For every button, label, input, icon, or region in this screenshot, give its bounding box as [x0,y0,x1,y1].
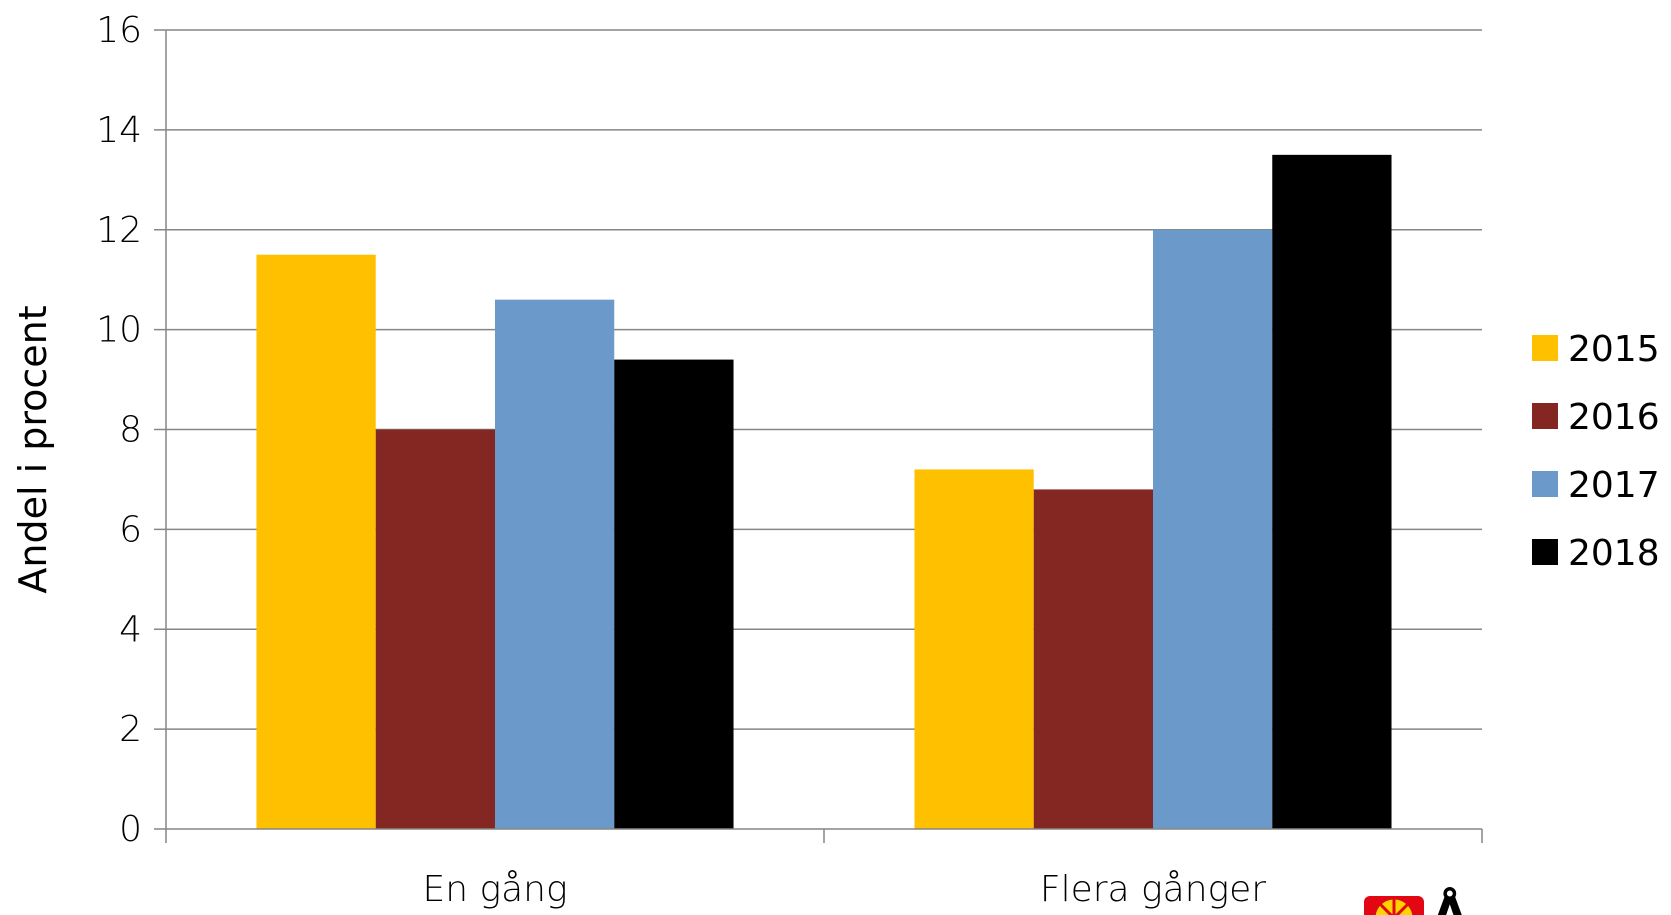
logo: Å [1364,887,1468,915]
bar-2015 [256,254,376,829]
legend-swatch-2015 [1532,335,1558,361]
bar-2016 [375,429,495,829]
y-tick-label: 10 [96,310,142,351]
x-tick-label: Flera gånger [1040,869,1266,910]
y-tick-label: 12 [96,210,142,251]
bar-2017 [1153,229,1273,829]
bar-series-group [256,154,1392,830]
y-tick-label: 16 [96,10,142,51]
logo-wordmark: Å [1432,887,1468,915]
legend-swatch-2016 [1532,403,1558,429]
y-tick-labels: 0 2 4 6 8 10 12 14 16 [96,10,142,850]
x-tick-label: En gång [422,869,567,910]
y-tick-label: 6 [119,509,142,550]
y-tick-label: 8 [119,410,142,451]
legend-label-2016: 2016 [1568,397,1660,438]
y-tick-label: 14 [96,110,142,151]
bar-2015 [914,469,1034,829]
x-tick-labels: En gång Flera gånger [422,869,1266,910]
sun-wheel-icon [1364,896,1424,915]
legend: 2015 2016 2017 2018 [1532,329,1660,574]
y-axis-title: Andel i procent [11,305,55,593]
y-tick-label: 0 [119,809,142,850]
legend-swatch-2018 [1532,539,1558,565]
bar-2016 [1033,489,1153,829]
logo-spoke [1378,902,1394,915]
y-tick-label: 2 [119,709,142,750]
bar-2018 [1272,154,1392,829]
legend-label-2015: 2015 [1568,329,1660,370]
bar-2018 [614,359,734,829]
axes [154,29,1483,843]
legend-label-2018: 2018 [1568,533,1660,574]
bar-2017 [495,299,615,830]
logo-spoke [1394,902,1410,915]
y-tick-label: 4 [119,609,142,650]
legend-swatch-2017 [1532,471,1558,497]
legend-label-2017: 2017 [1568,465,1660,506]
